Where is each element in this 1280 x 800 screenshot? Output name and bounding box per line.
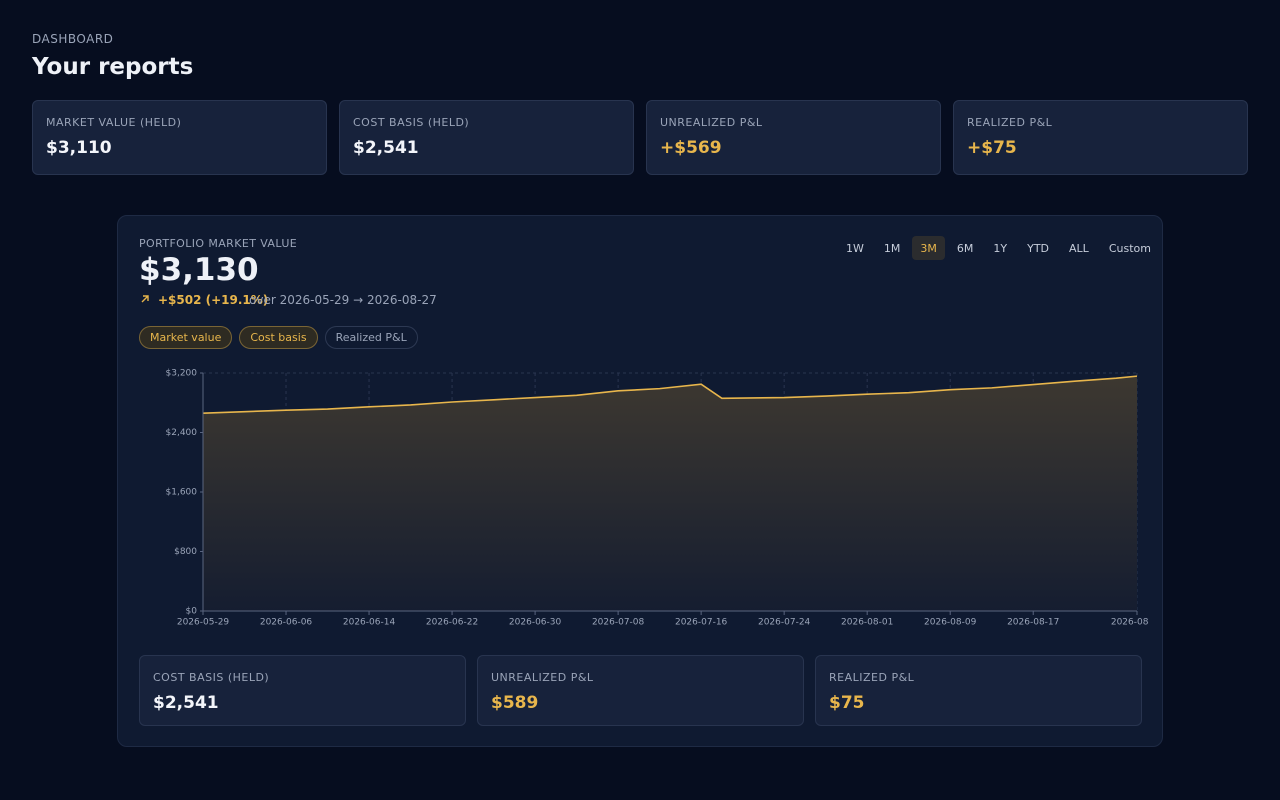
range-button[interactable]: 1W xyxy=(838,236,872,260)
stat-label: MARKET VALUE (HELD) xyxy=(46,116,182,129)
stat-card: COST BASIS (HELD) $2,541 xyxy=(139,655,466,726)
stat-value: +$569 xyxy=(660,138,722,158)
x-tick-label: 2026-06-22 xyxy=(426,618,478,628)
x-tick-label: 2026-08-09 xyxy=(924,618,977,628)
stat-label: UNREALIZED P&L xyxy=(660,116,763,129)
stat-value: $75 xyxy=(829,693,865,713)
x-tick-label: 2026-08-01 xyxy=(841,618,893,628)
range-button[interactable]: YTD xyxy=(1019,236,1057,260)
x-tick-label: 2026-08-27 xyxy=(1111,618,1149,628)
stat-label: UNREALIZED P&L xyxy=(491,671,594,684)
stat-value: $589 xyxy=(491,693,539,713)
x-tick-label: 2026-06-14 xyxy=(343,618,396,628)
range-button[interactable]: 1M xyxy=(876,236,909,260)
line xyxy=(202,375,1138,414)
y-tick-label: $1,600 xyxy=(166,488,198,498)
series-toggles: Market value Cost basis Realized P&L xyxy=(139,326,418,349)
x-tick-label: 2026-08-17 xyxy=(1007,618,1059,628)
series-toggle[interactable]: Market value xyxy=(139,326,233,349)
range-button[interactable]: Custom xyxy=(1101,236,1159,260)
stat-value: +$75 xyxy=(967,138,1017,158)
page-title: Your reports xyxy=(32,54,194,80)
stat-value: $3,110 xyxy=(46,138,112,158)
stat-card: REALIZED P&L $75 xyxy=(815,655,1142,726)
series-toggle[interactable]: Realized P&L xyxy=(324,326,418,349)
range-button[interactable]: 1Y xyxy=(985,236,1015,260)
x-tick-label: 2026-07-16 xyxy=(675,618,728,628)
stat-card: UNREALIZED P&L +$569 xyxy=(646,100,941,175)
portfolio-value: $3,130 xyxy=(139,252,259,288)
stat-label: REALIZED P&L xyxy=(967,116,1053,129)
portfolio-label: PORTFOLIO MARKET VALUE xyxy=(139,237,298,250)
up-arrow-icon xyxy=(141,295,149,303)
y-tick-label: $800 xyxy=(174,547,197,557)
y-tick-label: $3,200 xyxy=(166,369,198,379)
eyebrow: DASHBOARD xyxy=(32,32,114,46)
x-tick-label: 2026-07-24 xyxy=(758,618,811,628)
stat-card: MARKET VALUE (HELD) $3,110 xyxy=(32,100,327,175)
x-tick-label: 2026-06-06 xyxy=(260,618,313,628)
stat-label: COST BASIS (HELD) xyxy=(153,671,270,684)
stat-card: COST BASIS (HELD) $2,541 xyxy=(339,100,634,175)
x-tick-label: 2026-05-29 xyxy=(177,618,230,628)
x-tick-label: 2026-07-08 xyxy=(592,618,645,628)
chart: $0 $800 $1,600 $2,400 $3,200 2026-05-29 2026-0… xyxy=(166,369,1150,628)
stat-card: REALIZED P&L +$75 xyxy=(953,100,1248,175)
stat-value: $2,541 xyxy=(153,693,219,713)
stat-value: $2,541 xyxy=(353,138,419,158)
portfolio-change: +$502 (+19.1%) xyxy=(158,293,269,307)
range-selector: 1W 1M 3M 6M 1Y YTD ALL Custom xyxy=(838,236,1159,260)
stat-label: COST BASIS (HELD) xyxy=(353,116,470,129)
range-button[interactable]: 3M xyxy=(912,236,945,260)
area xyxy=(203,376,1137,611)
stat-label: REALIZED P&L xyxy=(829,671,915,684)
y-tick-label: $2,400 xyxy=(166,428,198,438)
y-tick-label: $0 xyxy=(186,607,198,617)
portfolio-period: over 2026-05-29 → 2026-08-27 xyxy=(249,293,437,307)
stat-card: UNREALIZED P&L $589 xyxy=(477,655,804,726)
range-button[interactable]: 6M xyxy=(949,236,982,260)
range-button[interactable]: ALL xyxy=(1061,236,1097,260)
series-toggle[interactable]: Cost basis xyxy=(239,326,318,349)
x-tick-label: 2026-06-30 xyxy=(509,618,562,628)
